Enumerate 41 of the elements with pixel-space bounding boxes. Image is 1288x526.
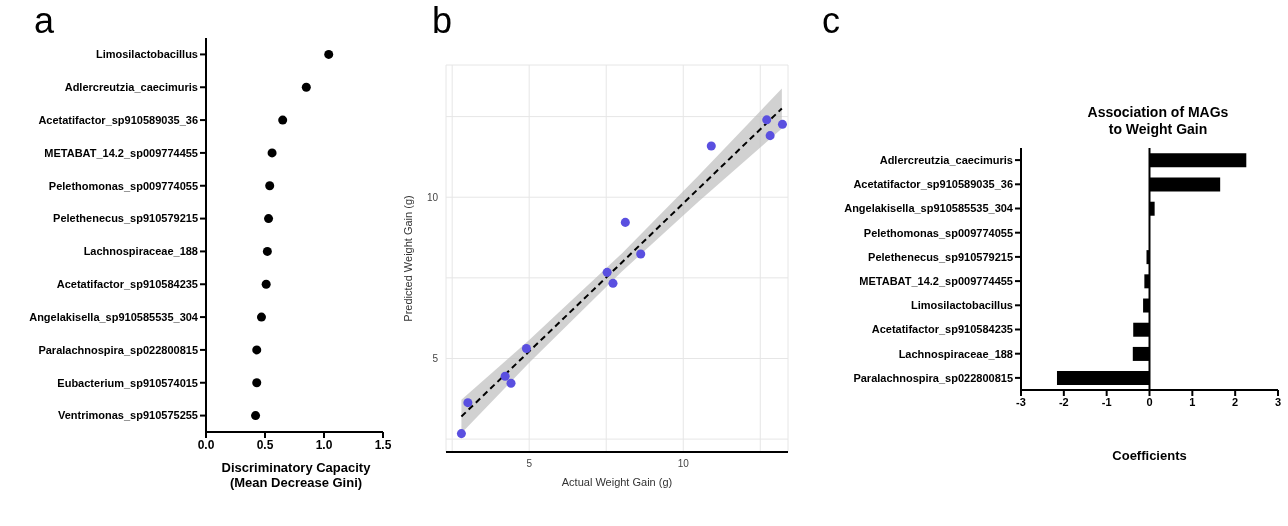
x-tick-label: 0: [1146, 395, 1153, 408]
x-tick-label: 1.5: [374, 437, 392, 452]
y-tick-label: Pelethomonas_sp009774055: [863, 226, 1013, 239]
x-tick-label: -1: [1101, 395, 1112, 408]
y-tick-label: METABAT_14.2_sp009774455: [44, 146, 198, 159]
y-tick-label: Limosilactobacillus: [910, 299, 1013, 312]
chart-title: Association of MAGs to Weight Gain: [1086, 104, 1230, 138]
y-tick-label: Acetatifactor_sp910584235: [871, 323, 1013, 336]
x-axis-title: Discriminatory Capacity (Mean Decrease Gini): [220, 460, 372, 490]
y-axis-title: Predicted Weight Gain (g): [401, 195, 414, 322]
y-tick-label: Pelethenecus_sp910579215: [53, 212, 198, 225]
y-tick-label: Adlercreutzia_caecimuris: [64, 81, 198, 94]
y-tick-label: Angelakisella_sp910585535_304: [29, 310, 199, 323]
y-tick-label: Angelakisella_sp910585535_304: [844, 202, 1014, 215]
y-tick-label: Acetatifactor_sp910589035_36: [853, 178, 1013, 191]
y-tick-label: Eubacterium_sp910574015: [57, 376, 198, 389]
y-tick-label: Ventrimonas_sp910575255: [57, 409, 198, 422]
x-tick-label: -3: [1016, 395, 1026, 408]
x-tick-label: -2: [1058, 395, 1069, 408]
y-tick-label: Lachnospiraceae_188: [898, 347, 1013, 360]
x-tick-label: 2: [1232, 395, 1239, 408]
y-tick-label: Limosilactobacillus: [95, 48, 198, 61]
x-tick-label: 0.5: [256, 437, 274, 452]
x-tick-label: 3: [1274, 395, 1282, 408]
y-tick-label: METABAT_14.2_sp009774455: [859, 275, 1013, 288]
y-tick-label: Paralachnospira_sp022800815: [38, 343, 198, 356]
y-tick-label: Lachnospiraceae_188: [83, 245, 198, 258]
y-tick-label: Paralachnospira_sp022800815: [853, 371, 1013, 384]
x-tick-label: 0.0: [197, 437, 215, 452]
text: c: [822, 0, 840, 42]
x-tick-label: 1.0: [315, 437, 333, 452]
y-tick-label: Adlercreutzia_caecimuris: [879, 154, 1013, 167]
x-tick-label: 1: [1189, 395, 1196, 408]
x-axis-title: Actual Weight Gain (g): [561, 476, 673, 488]
x-axis-title: Coefficients: [1111, 448, 1188, 463]
y-tick-label: Pelethenecus_sp910579215: [868, 250, 1013, 263]
y-tick-label: Acetatifactor_sp910589035_36: [38, 113, 198, 126]
y-tick-label: Acetatifactor_sp910584235: [56, 278, 198, 291]
y-tick-label: Pelethomonas_sp009774055: [48, 179, 198, 192]
text: a: [34, 0, 55, 42]
text: b: [432, 0, 453, 42]
